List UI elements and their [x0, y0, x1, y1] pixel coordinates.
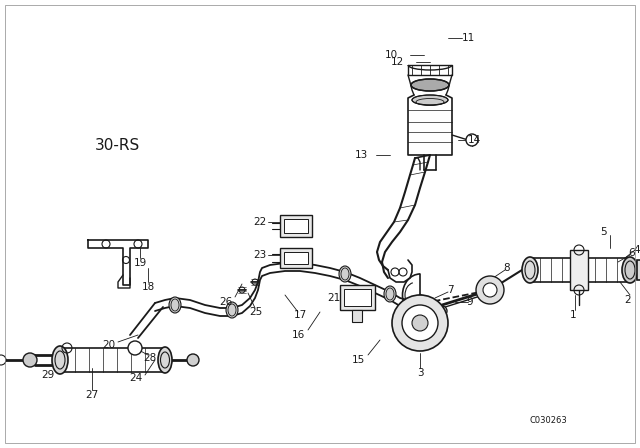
Bar [284, 252, 308, 264]
Circle shape [466, 134, 478, 146]
Ellipse shape [226, 302, 238, 318]
Text: 6: 6 [628, 248, 636, 258]
Text: 12: 12 [391, 57, 404, 67]
Text: 3: 3 [417, 368, 423, 378]
Text: 27: 27 [85, 390, 99, 400]
Ellipse shape [339, 266, 351, 282]
Text: 21: 21 [327, 293, 340, 303]
Bar [280, 248, 312, 268]
Ellipse shape [411, 79, 449, 91]
Text: 15: 15 [352, 355, 365, 365]
Text: 29: 29 [42, 370, 55, 380]
Bar [340, 285, 375, 310]
Circle shape [476, 276, 504, 304]
Bar [637, 260, 640, 280]
Bar [284, 219, 308, 233]
Text: C030263: C030263 [530, 415, 568, 425]
Text: 25: 25 [250, 307, 262, 317]
Circle shape [483, 283, 497, 297]
Text: 28: 28 [143, 353, 157, 363]
Text: 2: 2 [625, 295, 631, 305]
Circle shape [0, 355, 6, 365]
Text: 11: 11 [461, 33, 475, 43]
Bar [352, 310, 362, 322]
Circle shape [412, 315, 428, 331]
Bar [280, 215, 312, 237]
Ellipse shape [169, 297, 181, 313]
Ellipse shape [52, 346, 68, 374]
Bar [344, 289, 371, 306]
Text: 10: 10 [385, 50, 398, 60]
Text: 7: 7 [447, 285, 453, 295]
Text: 22: 22 [253, 217, 266, 227]
Circle shape [128, 341, 142, 355]
Circle shape [402, 305, 438, 341]
Text: 19: 19 [133, 258, 147, 268]
Ellipse shape [622, 257, 638, 283]
Text: 1: 1 [570, 310, 576, 320]
Ellipse shape [384, 286, 396, 302]
Text: 23: 23 [253, 250, 266, 260]
Text: 5: 5 [600, 227, 607, 237]
Circle shape [187, 354, 199, 366]
Text: 16: 16 [292, 330, 305, 340]
Text: 18: 18 [141, 282, 155, 292]
Ellipse shape [158, 347, 172, 373]
Text: 17: 17 [293, 310, 307, 320]
Bar [570, 250, 588, 290]
Text: 14: 14 [467, 135, 481, 145]
Text: 13: 13 [355, 150, 368, 160]
Text: 8: 8 [504, 263, 510, 273]
Text: 26: 26 [220, 297, 233, 307]
Text: 20: 20 [102, 340, 115, 350]
Text: 30-RS: 30-RS [95, 138, 140, 152]
Circle shape [392, 295, 448, 351]
Ellipse shape [522, 257, 538, 283]
Circle shape [437, 306, 447, 316]
Text: 24: 24 [130, 373, 143, 383]
Text: 4: 4 [634, 245, 640, 255]
Ellipse shape [412, 95, 448, 105]
Circle shape [23, 353, 37, 367]
Text: 9: 9 [467, 297, 474, 307]
